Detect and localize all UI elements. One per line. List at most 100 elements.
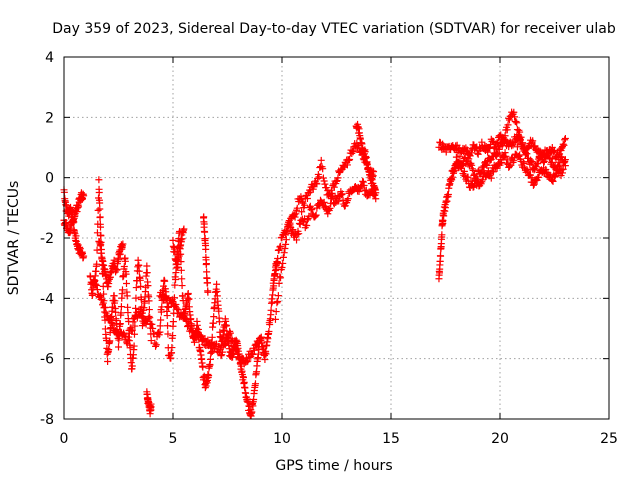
data-point-marker (505, 162, 513, 170)
data-point-marker (243, 358, 251, 366)
data-point-marker (101, 303, 109, 311)
data-point-marker (274, 292, 282, 300)
data-point-marker (250, 346, 258, 354)
axis-ticks (63, 56, 610, 420)
data-point-marker (99, 299, 107, 307)
data-point-marker (510, 156, 518, 164)
data-point-marker (204, 288, 212, 296)
data-point-marker (98, 296, 106, 304)
data-point-marker (293, 204, 301, 212)
data-point-marker (80, 192, 88, 200)
data-point-marker (291, 213, 299, 221)
data-point-marker (174, 263, 182, 271)
data-point-marker (210, 313, 218, 321)
data-point-marker (311, 212, 319, 220)
data-point-marker (295, 219, 303, 227)
data-point-marker (466, 152, 474, 160)
data-point-marker (493, 150, 501, 158)
data-point-marker (338, 190, 346, 198)
data-point-marker (319, 174, 327, 182)
data-point-marker (319, 165, 327, 173)
data-point-marker (216, 318, 224, 326)
data-point-marker (524, 167, 532, 175)
data-point-marker (437, 252, 445, 260)
data-point-marker (215, 307, 223, 315)
data-point-marker (204, 336, 212, 344)
data-point-marker (163, 312, 171, 320)
data-point-marker (542, 153, 550, 161)
data-point-marker (295, 230, 303, 238)
data-point-marker (169, 236, 177, 244)
data-point-marker (559, 140, 567, 148)
data-point-marker (124, 309, 132, 317)
data-point-marker (136, 276, 144, 284)
data-point-marker (505, 116, 513, 124)
data-point-marker (308, 205, 316, 213)
data-point-marker (95, 176, 103, 184)
data-point-marker (113, 266, 121, 274)
data-point-marker (558, 169, 566, 177)
data-point-marker (173, 304, 181, 312)
data-point-marker (330, 183, 338, 191)
data-point-marker (162, 293, 170, 301)
data-point-marker (315, 173, 323, 181)
data-point-marker (134, 263, 142, 271)
data-point-marker (148, 320, 156, 328)
data-point-marker (208, 333, 216, 341)
x-tick-label: 20 (491, 431, 509, 447)
data-point-marker (312, 211, 320, 219)
data-point-marker (560, 141, 568, 149)
data-point-marker (152, 341, 160, 349)
data-point-marker (551, 173, 558, 181)
data-point-marker (354, 123, 362, 131)
data-point-marker (202, 245, 210, 253)
data-point-marker (129, 318, 137, 326)
data-point-marker (175, 252, 183, 260)
data-point-marker (456, 152, 464, 160)
data-point-marker (282, 236, 290, 244)
data-point-marker (282, 240, 290, 248)
data-point-marker (244, 357, 252, 365)
data-point-marker (112, 308, 120, 316)
data-point-marker (132, 294, 140, 302)
data-point-marker (118, 286, 126, 294)
data-point-marker (169, 332, 177, 340)
y-tick-label: -4 (40, 291, 54, 307)
data-point-marker (537, 149, 545, 157)
data-point-marker (303, 222, 311, 230)
x-tick-labels: 0 5 10 15 20 25 (60, 431, 618, 447)
data-point-marker (484, 148, 492, 156)
data-point-marker (107, 316, 115, 324)
data-point-marker (115, 256, 122, 264)
data-point-marker (321, 180, 329, 188)
data-point-marker (543, 168, 551, 176)
data-point-marker (279, 259, 287, 267)
data-point-marker (272, 308, 280, 316)
data-point-marker (232, 347, 240, 355)
data-point-marker (293, 236, 301, 244)
data-point-marker (188, 326, 196, 334)
data-point-marker (111, 297, 119, 305)
data-point-marker (465, 155, 473, 163)
data-point-marker (132, 284, 140, 292)
data-point-marker (143, 262, 151, 270)
y-tick-label: 2 (45, 110, 54, 126)
data-point-marker (281, 244, 289, 252)
data-point-marker (503, 126, 511, 134)
data-point-marker (93, 286, 101, 294)
data-point-marker (370, 168, 378, 176)
data-point-marker (345, 156, 353, 164)
data-point-marker (359, 177, 367, 185)
data-point-marker (298, 208, 306, 216)
data-point-marker (97, 232, 105, 240)
data-point-marker (178, 235, 186, 243)
data-point-marker (489, 168, 497, 176)
data-point-marker (343, 161, 351, 169)
data-point-marker (528, 138, 536, 146)
data-point-marker (438, 231, 446, 239)
x-axis-label: GPS time / hours (275, 458, 392, 474)
data-point-marker (278, 264, 286, 272)
data-point-marker (487, 174, 495, 182)
data-point-marker (200, 220, 208, 228)
data-point-marker (138, 309, 146, 317)
